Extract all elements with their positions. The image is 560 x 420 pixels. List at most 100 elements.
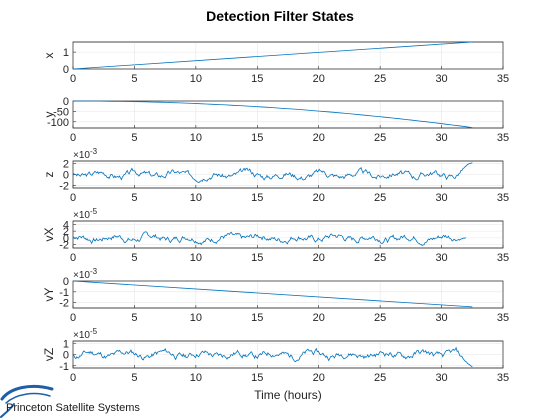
x-tick-label: 20	[313, 192, 325, 204]
y-axis-label: vY	[42, 287, 56, 301]
x-tick-label: 20	[313, 73, 325, 85]
x-tick-label: 35	[497, 192, 509, 204]
axis-exponent: ×10-3	[73, 267, 98, 281]
x-tick-label: 25	[374, 132, 386, 144]
y-tick-label: 0	[63, 350, 69, 362]
x-tick-label: 10	[190, 132, 202, 144]
y-tick-label: 1	[63, 338, 69, 350]
x-tick-label: 10	[190, 73, 202, 85]
y-tick-label: -2	[59, 240, 69, 252]
x-tick-label: 30	[435, 252, 447, 264]
axis-exponent: ×10-5	[73, 327, 98, 341]
x-tick-label: 5	[131, 312, 137, 324]
x-tick-label: 5	[131, 372, 137, 384]
axis-exponent: ×10-3	[73, 147, 98, 161]
x-tick-label: 30	[435, 73, 447, 85]
y-axis-label: x	[42, 53, 56, 59]
plot-area	[72, 220, 504, 249]
figure-title: Detection Filter States	[206, 8, 354, 24]
x-tick-label: 15	[251, 132, 263, 144]
x-axis-label: Time (hours)	[254, 388, 322, 402]
x-tick-label: 25	[374, 73, 386, 85]
x-tick-label: 20	[313, 372, 325, 384]
y-axis-label: vX	[42, 227, 56, 241]
x-tick-label: 0	[70, 192, 76, 204]
x-tick-label: 25	[374, 252, 386, 264]
x-tick-label: 10	[190, 252, 202, 264]
x-tick-label: 35	[497, 73, 509, 85]
x-tick-label: 15	[251, 192, 263, 204]
axes-frame	[72, 100, 504, 129]
y-tick-label: 0	[63, 170, 69, 182]
x-tick-label: 30	[435, 372, 447, 384]
x-tick-label: 35	[497, 132, 509, 144]
x-tick-label: 35	[497, 312, 509, 324]
axes-frame	[72, 340, 504, 369]
series-line-x	[72, 41, 473, 70]
series-line-vz	[72, 346, 473, 368]
y-tick-label: -100	[47, 117, 69, 129]
x-tick-label: 25	[374, 312, 386, 324]
x-tick-label: 15	[251, 372, 263, 384]
x-tick-label: 20	[313, 312, 325, 324]
axis-exponent: ×10-5	[73, 207, 98, 221]
axes-frame	[72, 220, 504, 249]
x-tick-label: 10	[190, 192, 202, 204]
axes-frame	[72, 280, 504, 309]
y-tick-label: -1	[59, 287, 69, 299]
axes-frame	[72, 160, 504, 189]
x-tick-label: 20	[313, 252, 325, 264]
y-tick-label: 0	[63, 233, 69, 245]
x-tick-label: 15	[251, 73, 263, 85]
x-tick-label: 5	[131, 252, 137, 264]
x-tick-label: 30	[435, 192, 447, 204]
y-axis-label: vZ	[42, 348, 56, 361]
x-tick-label: 0	[70, 132, 76, 144]
y-tick-label: -1	[59, 361, 69, 373]
y-axis-label: y	[42, 112, 56, 118]
x-tick-label: 0	[70, 252, 76, 264]
y-tick-label: 2	[63, 226, 69, 238]
x-tick-label: 15	[251, 252, 263, 264]
y-tick-label: 2	[63, 159, 69, 171]
series-line-vy	[72, 280, 473, 308]
x-tick-label: 0	[70, 73, 76, 85]
y-tick-label: -2	[59, 298, 69, 310]
x-tick-label: 10	[190, 312, 202, 324]
plot-area	[72, 100, 504, 129]
x-tick-label: 30	[435, 312, 447, 324]
x-tick-label: 0	[70, 312, 76, 324]
x-tick-label: 5	[131, 132, 137, 144]
y-tick-label: 1	[63, 47, 69, 59]
y-tick-label: 0	[63, 276, 69, 288]
x-tick-label: 5	[131, 192, 137, 204]
y-tick-label: 0	[63, 64, 69, 76]
subplot-z: 20-20 5 10 15 20 25 30 35z×10-3	[42, 147, 509, 204]
y-tick-label: -2	[59, 180, 69, 192]
x-tick-label: 25	[374, 372, 386, 384]
y-tick-label: 0	[63, 96, 69, 108]
series-line-y	[73, 100, 473, 128]
x-tick-label: 20	[313, 132, 325, 144]
brand-name: Princeton Satellite Systems	[6, 402, 140, 414]
y-axis-label: z	[42, 172, 56, 178]
x-tick-label: 0	[70, 372, 76, 384]
x-tick-label: 35	[497, 372, 509, 384]
y-tick-label: 4	[63, 219, 69, 231]
y-tick-label: -50	[53, 106, 69, 118]
x-tick-label: 5	[131, 73, 137, 85]
x-tick-label: 35	[497, 252, 509, 264]
axes-frame	[72, 41, 504, 70]
x-tick-label: 10	[190, 372, 202, 384]
swoosh-logo-icon	[0, 384, 54, 418]
series-line-vx	[72, 231, 467, 247]
series-line-z	[72, 162, 473, 183]
x-tick-label: 25	[374, 192, 386, 204]
subplot-x: 010 5 10 15 20 25 30 35x	[42, 41, 509, 85]
